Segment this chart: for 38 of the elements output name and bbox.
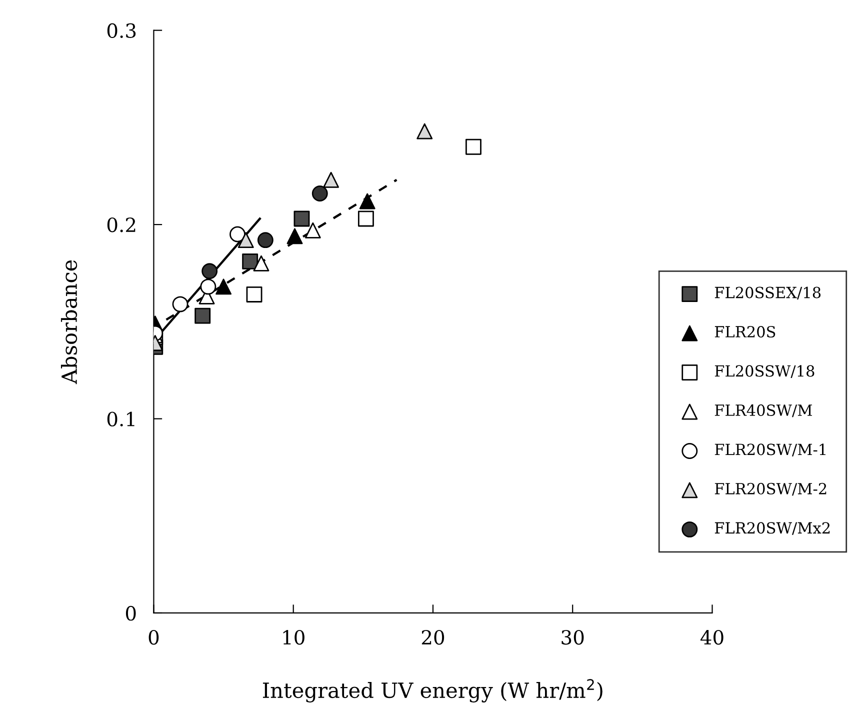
y-tick-label: 0	[126, 606, 136, 621]
point	[294, 210, 310, 227]
x-axis-title: Integrated UV energy (W hr/m$^{2}$)	[262, 679, 602, 702]
point	[238, 232, 254, 248]
legend-label: FLR40SW/M	[714, 404, 812, 418]
x-tick-label: 0	[148, 630, 159, 645]
legend-label: FLR20SW/Mx2	[714, 522, 830, 535]
point	[194, 308, 211, 324]
point	[230, 226, 246, 242]
point	[358, 210, 374, 227]
point	[312, 185, 328, 202]
legend-label: FLR20SW/M-1	[714, 444, 826, 456]
point	[246, 286, 262, 302]
point	[202, 263, 218, 280]
y-axis-title: Absorbance	[60, 260, 78, 384]
x-tick-label: 40	[700, 630, 724, 645]
point	[465, 138, 482, 155]
y-tick-label: 0.2	[107, 218, 136, 232]
point	[216, 278, 232, 295]
legend-label: FLR20S	[714, 326, 776, 338]
y-tick-label: 0.3	[107, 23, 136, 38]
point	[416, 123, 433, 140]
point	[323, 172, 340, 188]
legend-label: FL20SSW/18	[714, 365, 814, 378]
legend-label: FL20SSEX/18	[714, 286, 821, 300]
legend-label: FLR20SW/M-2	[714, 482, 826, 496]
point	[200, 278, 216, 295]
x-tick-label: 10	[283, 630, 304, 645]
point	[257, 232, 274, 248]
point	[242, 253, 258, 270]
x-tick-label: 30	[562, 630, 584, 645]
point	[253, 255, 270, 272]
point	[304, 222, 321, 238]
y-tick-label: 0.1	[107, 412, 134, 426]
point	[172, 296, 188, 312]
point	[286, 228, 303, 244]
x-tick-label: 20	[422, 630, 444, 645]
point	[359, 193, 376, 210]
